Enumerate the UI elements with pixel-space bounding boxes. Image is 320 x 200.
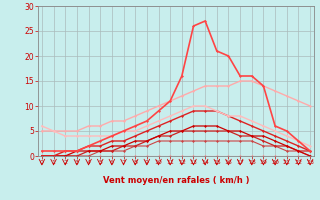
X-axis label: Vent moyen/en rafales ( km/h ): Vent moyen/en rafales ( km/h ) bbox=[103, 176, 249, 185]
